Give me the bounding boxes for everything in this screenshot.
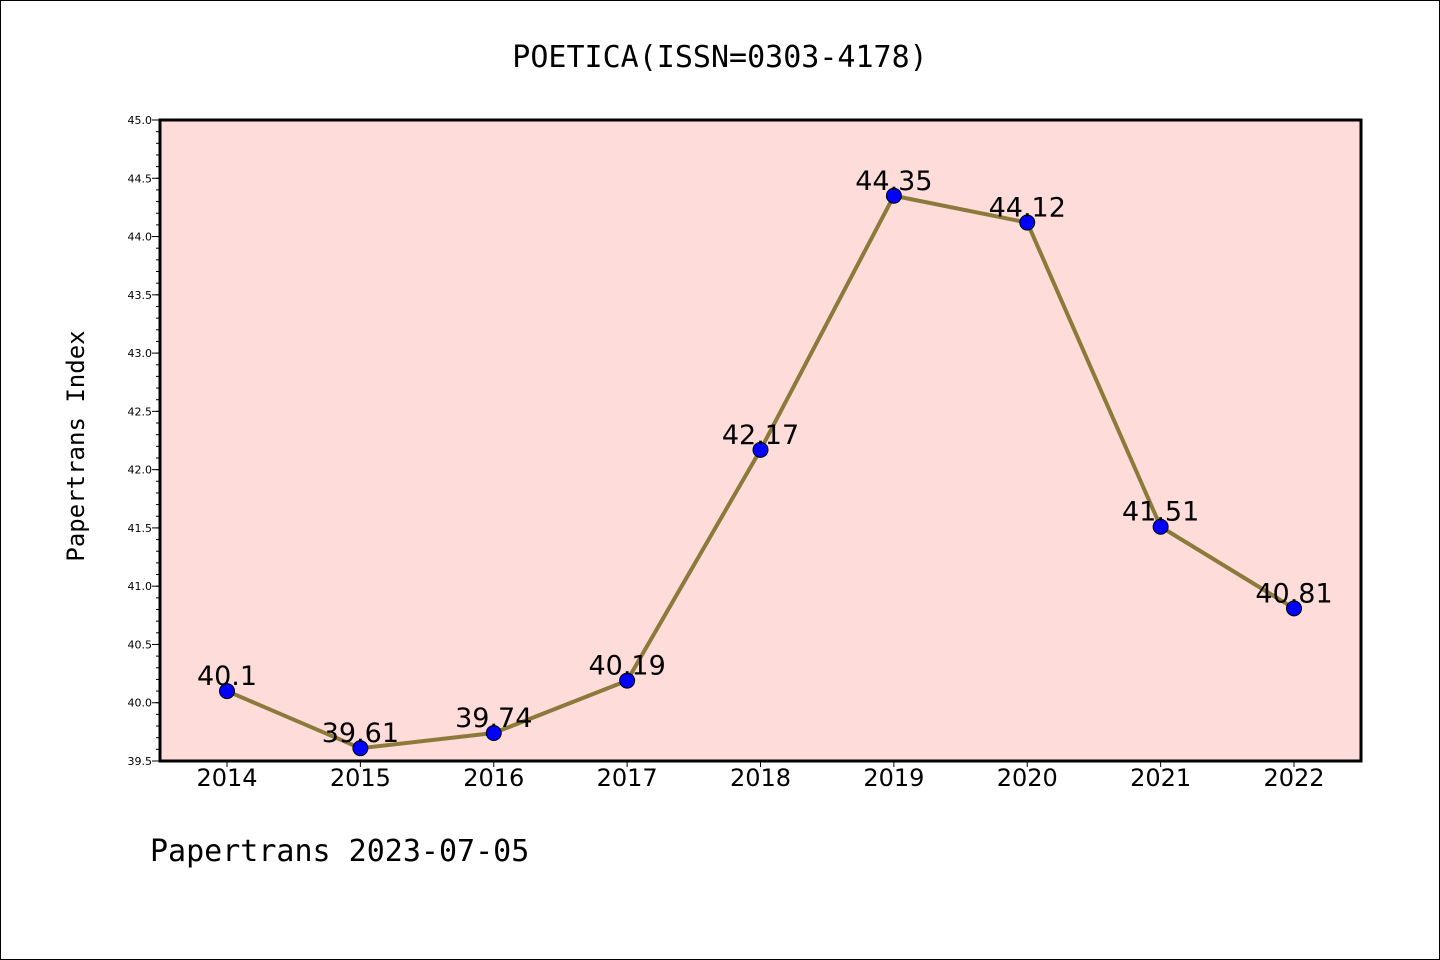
x-tick-label: 2018	[730, 764, 791, 792]
x-tick-label: 2019	[863, 764, 924, 792]
y-tick-label: 41.0	[128, 580, 153, 593]
data-label: 39.74	[455, 703, 532, 734]
data-point	[485, 725, 502, 742]
y-tick-label: 41.5	[128, 522, 153, 535]
x-tick-label: 2014	[196, 764, 257, 792]
y-tick-label: 42.5	[128, 405, 153, 418]
chart-title: POETICA(ISSN=0303-4178)	[512, 40, 927, 75]
y-tick-label: 45.0	[128, 114, 153, 127]
data-label: 39.61	[322, 718, 399, 749]
x-tick-label: 2022	[1263, 764, 1324, 792]
data-label: 42.17	[722, 420, 799, 451]
data-point	[885, 187, 902, 204]
y-tick-label: 39.5	[128, 755, 153, 768]
y-axis-label: Papertrans Index	[62, 330, 90, 561]
data-point	[352, 740, 369, 757]
y-tick-label: 44.5	[128, 172, 153, 185]
y-axis: 39.5 40.0 40.5 41.0 41.5 42.0 42.5 43.0 43.5 44.0…	[128, 114, 160, 768]
y-tick-label: 40.5	[128, 638, 153, 651]
data-label: 40.81	[1255, 578, 1332, 609]
data-label: 44.35	[855, 166, 932, 197]
y-tick-label: 42.0	[128, 464, 153, 477]
x-tick-label: 2021	[1130, 764, 1191, 792]
series-layer: 40.1 39.61 39.74 40.19 42.17 44.35 44.12 41.51 4…	[197, 166, 1333, 757]
y-tick-label: 44.0	[128, 231, 153, 244]
plot-border	[158, 118, 1363, 763]
x-tick-label: 2017	[597, 764, 658, 792]
data-point	[219, 683, 235, 700]
data-label: 44.12	[989, 193, 1066, 224]
data-point	[752, 441, 769, 458]
data-label: 41.51	[1122, 497, 1199, 528]
data-point	[619, 672, 636, 689]
data-point	[1286, 600, 1302, 617]
y-tick-label: 43.5	[128, 289, 153, 302]
x-tick-label: 2020	[997, 764, 1058, 792]
x-tick-label: 2016	[463, 764, 524, 792]
plot-area	[160, 120, 1361, 761]
data-label: 40.1	[197, 661, 257, 692]
y-tick-label: 43.0	[128, 347, 153, 360]
x-tick-label: 2015	[330, 764, 391, 792]
x-axis: 2014 2015 2016 2017 2018 2019 2020 2021 2022	[196, 761, 1325, 792]
data-point	[1019, 214, 1036, 231]
data-point	[1152, 518, 1169, 535]
data-label: 40.19	[588, 651, 665, 682]
footer-credit: Papertrans 2023-07-05	[150, 834, 530, 869]
y-tick-label: 40.0	[128, 697, 153, 710]
